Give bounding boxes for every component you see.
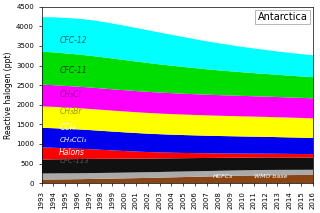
Text: Antarctica: Antarctica: [258, 12, 308, 22]
Y-axis label: Reactive halogen (ppt): Reactive halogen (ppt): [4, 51, 13, 139]
Text: CH₃Cl: CH₃Cl: [59, 91, 81, 99]
Text: CCl₄: CCl₄: [59, 123, 75, 132]
Text: CFC-12: CFC-12: [59, 36, 87, 45]
Text: WMO base: WMO base: [254, 174, 287, 179]
Text: CFC-113: CFC-113: [59, 158, 89, 164]
Text: CH₃CCl₃: CH₃CCl₃: [59, 137, 87, 143]
Text: CFC-11: CFC-11: [59, 66, 87, 75]
Text: CH₃Br: CH₃Br: [59, 107, 82, 116]
Text: HCFCs: HCFCs: [212, 174, 233, 179]
Text: Halons: Halons: [59, 148, 85, 157]
